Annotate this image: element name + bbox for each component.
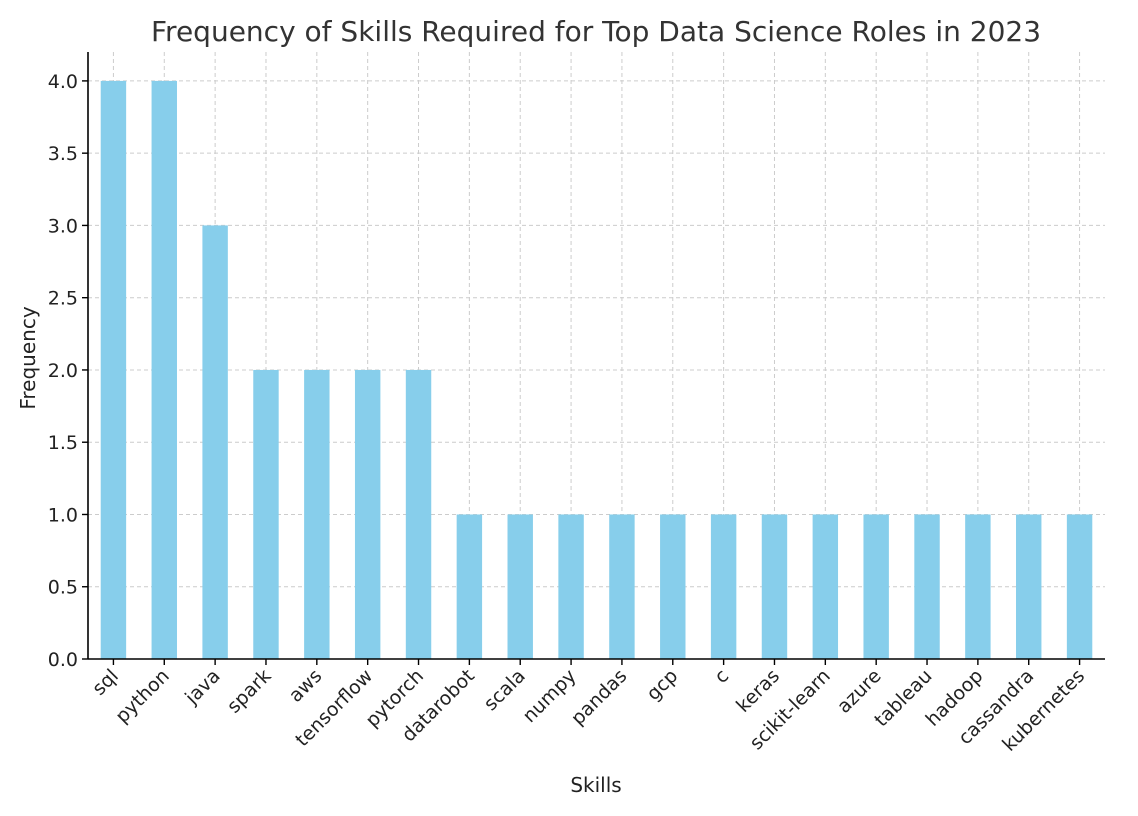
bar-kubernetes	[1066, 514, 1093, 659]
bar-scikit-learn	[812, 514, 839, 659]
bar-scala	[507, 514, 533, 659]
bar-keras	[761, 514, 788, 659]
y-tick-label: 4.0	[48, 71, 78, 93]
x-tick-label: python	[111, 665, 174, 728]
bar-numpy	[558, 514, 584, 659]
y-tick-label: 2.0	[48, 360, 78, 382]
chart-title: Frequency of Skills Required for Top Dat…	[151, 15, 1041, 48]
bar-tensorflow	[354, 369, 381, 659]
bar-datarobot	[456, 514, 483, 659]
x-tick-label: gcp	[642, 665, 682, 705]
y-axis-label: Frequency	[16, 306, 40, 409]
x-tick-label: sql	[88, 665, 123, 700]
bar-cassandra	[1016, 514, 1042, 659]
y-tick-label: 3.0	[48, 215, 78, 237]
bar-pandas	[609, 514, 635, 659]
bar-azure	[863, 514, 889, 659]
x-tick-label: aws	[285, 665, 327, 707]
y-ticks: 0.0 0.5 1.0 1.5 2.0 2.5 3.0 3.5 4.0	[48, 71, 88, 671]
x-tick-label: pandas	[567, 665, 632, 730]
y-tick-label: 0.5	[48, 577, 78, 599]
bar-hadoop	[965, 514, 991, 659]
bar-python	[151, 80, 177, 659]
x-axis-label: Skills	[570, 773, 621, 797]
bar-aws	[304, 369, 330, 659]
bar-pytorch	[405, 369, 432, 659]
bars	[100, 80, 1093, 659]
bar-java	[202, 225, 228, 659]
bar-spark	[253, 369, 279, 659]
y-tick-label: 1.5	[48, 432, 78, 454]
axes	[87, 52, 1105, 660]
x-tick-label: c	[710, 665, 733, 688]
bar-c	[710, 514, 737, 659]
grid	[88, 52, 1105, 659]
y-tick-label: 3.5	[48, 143, 78, 165]
bar-tableau	[914, 514, 940, 659]
y-tick-label: 1.0	[48, 504, 78, 526]
x-tick-label: java	[180, 665, 224, 709]
x-tick-label: spark	[223, 665, 276, 718]
bar-sql	[100, 80, 127, 659]
y-tick-label: 2.5	[48, 288, 78, 310]
y-tick-label: 0.0	[48, 649, 78, 671]
bar-gcp	[660, 514, 686, 659]
